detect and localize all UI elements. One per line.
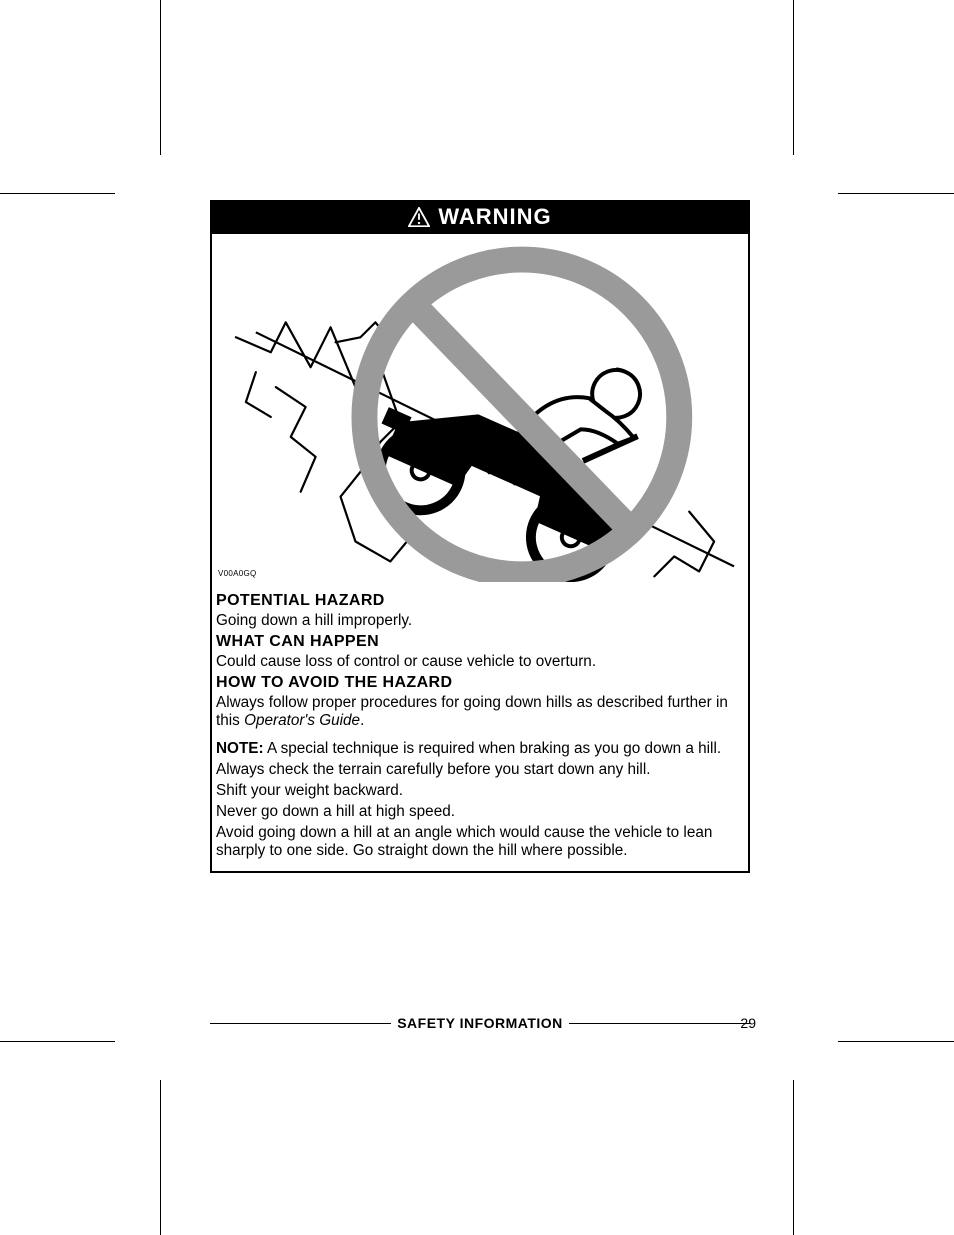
warning-illustration: V00A0GQ	[212, 234, 748, 584]
page-content: WARNING	[210, 200, 750, 873]
warning-header-label: WARNING	[438, 204, 551, 230]
crop-mark	[0, 193, 115, 194]
warning-text-section: POTENTIAL HAZARD Going down a hill impro…	[212, 584, 748, 871]
footer-title: SAFETY INFORMATION	[397, 1015, 563, 1031]
heading-how-to-avoid: HOW TO AVOID THE HAZARD	[216, 674, 744, 693]
warning-triangle-icon	[408, 207, 430, 227]
crop-mark	[160, 0, 161, 155]
crop-mark	[838, 1041, 954, 1042]
note-label: NOTE:	[216, 740, 264, 757]
footer-rule-left	[210, 1023, 391, 1024]
note-paragraph: NOTE: A special technique is required wh…	[216, 740, 744, 758]
crop-mark	[160, 1080, 161, 1235]
warning-box: WARNING	[210, 200, 750, 873]
crop-mark	[0, 1041, 115, 1042]
avoid-p1-italic: Operator's Guide	[244, 712, 360, 729]
what-text: Could cause loss of control or cause veh…	[216, 653, 744, 671]
avoid-paragraph-4: Never go down a hill at high speed.	[216, 803, 744, 821]
heading-what-can-happen: WHAT CAN HAPPEN	[216, 633, 744, 652]
warning-header: WARNING	[212, 202, 748, 234]
illustration-code: V00A0GQ	[218, 569, 257, 578]
avoid-paragraph-3: Shift your weight backward.	[216, 782, 744, 800]
avoid-paragraph-2: Always check the terrain carefully befor…	[216, 761, 744, 779]
avoid-paragraph-1: Always follow proper procedures for goin…	[216, 694, 744, 730]
crop-mark	[838, 193, 954, 194]
page-number: 29	[740, 1015, 756, 1031]
page-footer: SAFETY INFORMATION 29	[210, 1015, 750, 1031]
note-text: A special technique is required when bra…	[264, 740, 722, 757]
hazard-text: Going down a hill improperly.	[216, 612, 744, 630]
atv-downhill-prohibited-icon	[216, 242, 744, 582]
crop-mark	[793, 0, 794, 155]
avoid-paragraph-5: Avoid going down a hill at an angle whic…	[216, 824, 744, 860]
footer-rule-right	[569, 1023, 750, 1024]
crop-mark	[793, 1080, 794, 1235]
heading-potential-hazard: POTENTIAL HAZARD	[216, 592, 744, 611]
avoid-p1-b: .	[360, 712, 364, 729]
